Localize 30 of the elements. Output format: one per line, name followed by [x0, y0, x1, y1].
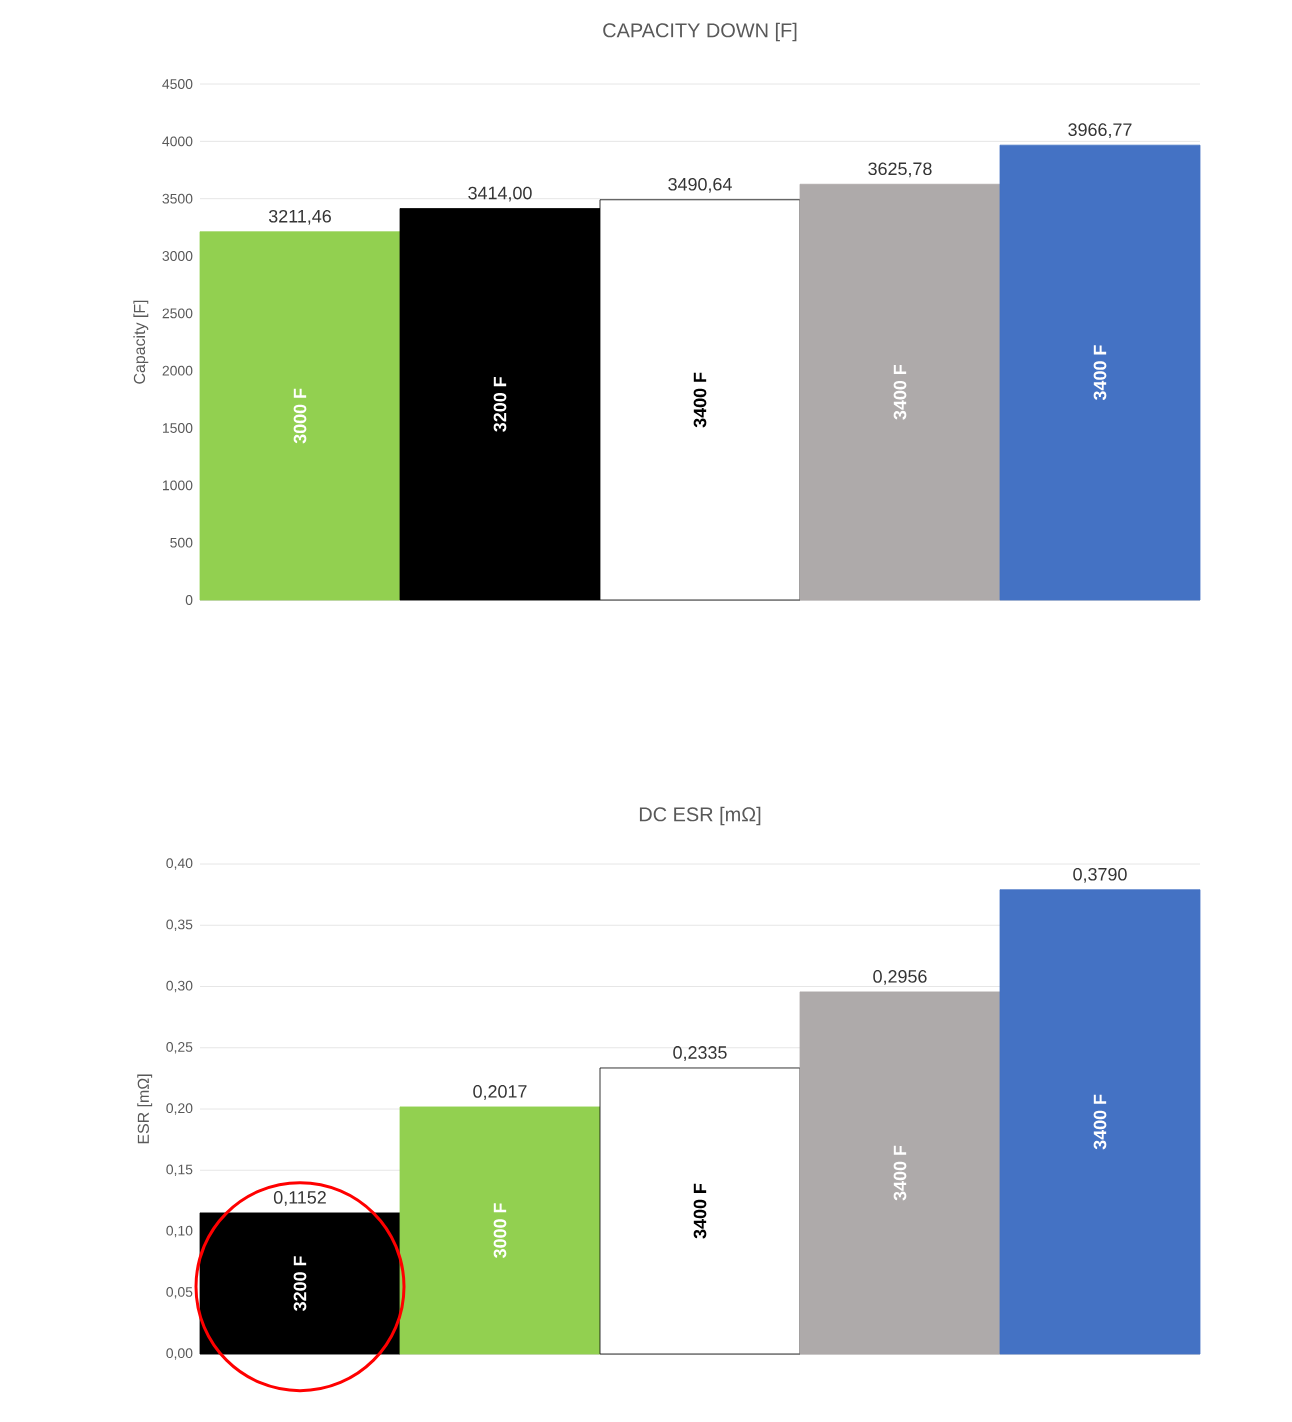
annotation: 3400 F: [693, 1183, 707, 1239]
annotation: 3400 F: [1093, 1094, 1107, 1150]
chart-title: DC ESR [mΩ]: [639, 806, 761, 826]
bar: [799, 183, 1001, 601]
bar: [599, 1067, 801, 1355]
data-label: 3414,00: [468, 186, 532, 202]
data-label: 0,1152: [273, 1191, 326, 1206]
data-label: 3625,78: [868, 162, 932, 178]
annotation: 3400 F: [1093, 345, 1107, 401]
bar: [999, 889, 1201, 1355]
bar: [399, 1106, 601, 1355]
data-label: 0,3790: [1073, 867, 1127, 883]
data-label: 3490,64: [668, 177, 732, 193]
chart-title: CAPACITY DOWN [F]: [603, 22, 797, 42]
annotation: 3000 F: [493, 1203, 507, 1258]
bar: [199, 1212, 401, 1355]
bar: [999, 144, 1201, 601]
annotation: 3400 F: [693, 372, 707, 428]
bar: [199, 231, 401, 601]
annotation: 3000 F: [293, 388, 307, 444]
data-label: 0,2017: [473, 1085, 527, 1100]
annotation: 3200 F: [293, 1256, 307, 1311]
data-label: 0,2956: [873, 970, 927, 985]
annotation: 3400 F: [893, 364, 907, 420]
annotation: 3400 F: [893, 1145, 907, 1201]
data-label: 3966,77: [1068, 123, 1132, 139]
data-label: 0,2335: [673, 1046, 727, 1061]
annotation: 3200 F: [493, 377, 507, 432]
bar: [799, 991, 1001, 1355]
data-label: 3211,46: [268, 209, 331, 225]
